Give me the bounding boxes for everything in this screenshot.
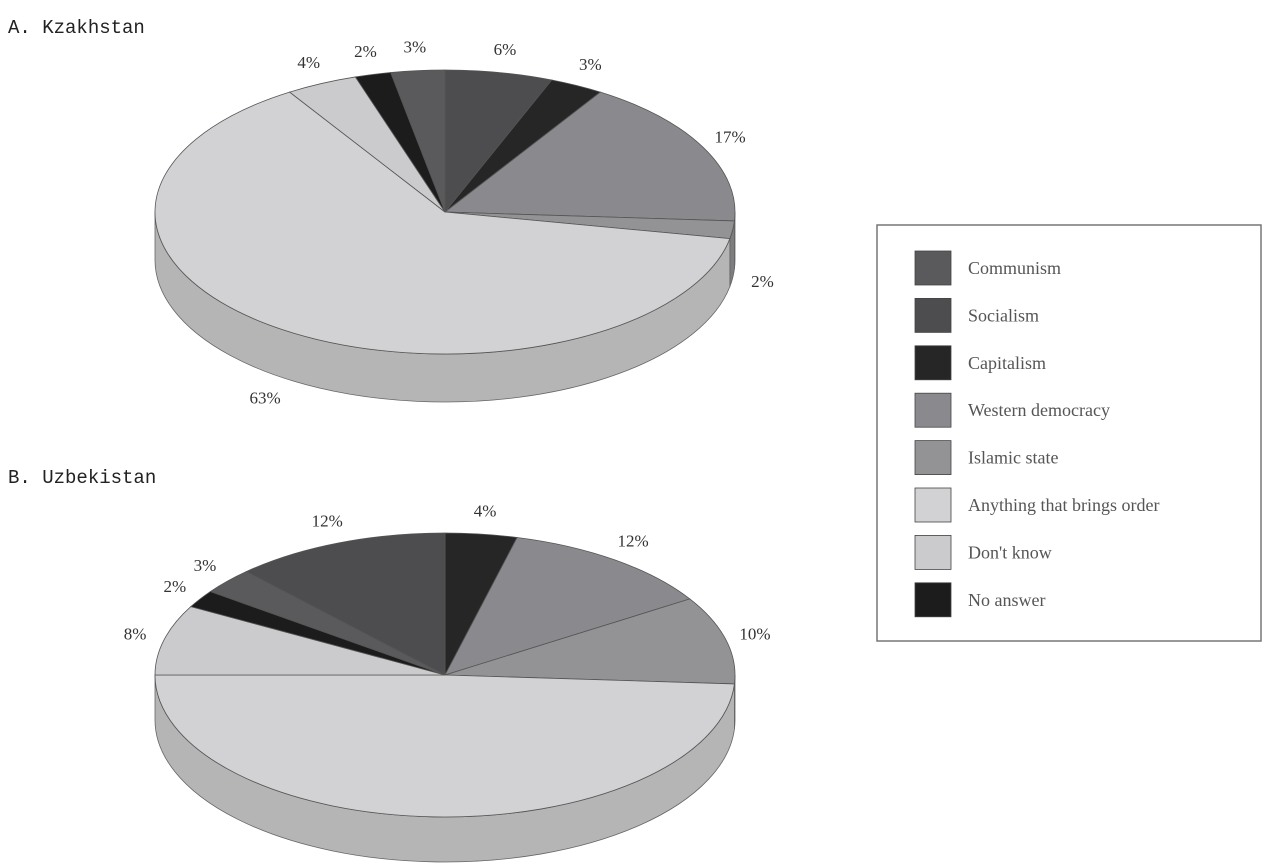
pie-uzbekistan: 4%12%10%49%8%2%3%12% <box>124 501 771 863</box>
slice-label-capitalism: 3% <box>579 55 602 74</box>
legend-label-western-democracy: Western democracy <box>968 400 1110 420</box>
legend-swatch-don-t-know <box>914 535 952 570</box>
legend: Communism Socialism Capitalism Western demo… <box>876 224 1262 642</box>
chart-title-uzbekistan: B. Uzbekistan <box>8 467 156 489</box>
pie-kazakhstan: 6% 3% 17% 2% 63% 4% 2% 3% <box>154 38 774 407</box>
slice-label-no-answer: 2% <box>163 577 186 596</box>
slice-label-islamic-state: 2% <box>751 272 774 291</box>
legend-swatch-socialism <box>914 297 952 333</box>
slice-label-socialism: 12% <box>312 512 343 531</box>
legend-label-don-t-know: Don't know <box>968 542 1052 562</box>
pie-slice-anything-that-brings-order <box>154 674 735 818</box>
pie-slice-anything-that-brings-order <box>154 91 731 355</box>
legend-label-capitalism: Capitalism <box>968 353 1046 373</box>
pie-slice-islamic-state <box>444 598 736 685</box>
pie-slice-western-democracy <box>444 537 691 676</box>
legend-label-socialism: Socialism <box>968 305 1039 325</box>
legend-swatch-islamic-state <box>914 440 952 476</box>
slice-label-anything-that-brings-order: 63% <box>250 388 281 407</box>
slice-label-don-t-know: 8% <box>124 625 147 644</box>
legend-swatch-western-democracy <box>914 392 952 428</box>
slice-label-don-t-know: 4% <box>297 53 320 72</box>
slice-label-capitalism: 4% <box>474 501 497 520</box>
slice-label-socialism: 6% <box>494 40 517 59</box>
slice-label-communism: 3% <box>194 556 217 575</box>
legend-label-no-answer: No answer <box>968 590 1045 610</box>
legend-label-communism: Communism <box>968 258 1061 278</box>
slice-label-no-answer: 2% <box>354 42 377 61</box>
slice-label-western-democracy: 12% <box>618 532 649 551</box>
slice-label-islamic-state: 10% <box>739 625 770 644</box>
pie-slice-socialism <box>245 532 446 676</box>
slice-label-western-democracy: 17% <box>715 128 746 147</box>
legend-label-islamic-state: Islamic state <box>968 448 1058 468</box>
legend-swatch-anything-that-brings-order <box>914 487 952 523</box>
pie-slice-don-t-know <box>154 606 446 676</box>
legend-frame <box>876 224 1262 642</box>
chart-title-kazakhstan: A. Kzakhstan <box>8 17 145 39</box>
pie-slice-western-democracy <box>443 91 736 222</box>
legend-label-anything-that-brings-order: Anything that brings order <box>968 495 1159 515</box>
slice-label-communism: 3% <box>404 38 427 57</box>
legend-swatch-capitalism <box>914 345 952 381</box>
pie-slice-communism <box>390 69 446 213</box>
legend-swatch-no-answer <box>914 582 952 618</box>
legend-swatch-communism <box>914 250 952 286</box>
